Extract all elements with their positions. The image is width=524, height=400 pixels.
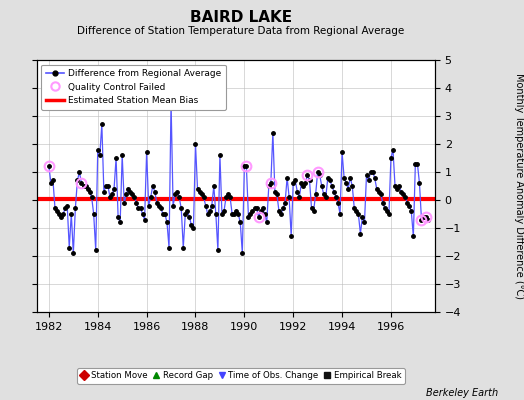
Legend: Station Move, Record Gap, Time of Obs. Change, Empirical Break: Station Move, Record Gap, Time of Obs. C… (77, 368, 405, 384)
Legend: Difference from Regional Average, Quality Control Failed, Estimated Station Mean: Difference from Regional Average, Qualit… (41, 64, 226, 110)
Y-axis label: Monthly Temperature Anomaly Difference (°C): Monthly Temperature Anomaly Difference (… (514, 73, 523, 299)
Text: BAIRD LAKE: BAIRD LAKE (190, 10, 292, 25)
Text: Berkeley Earth: Berkeley Earth (425, 388, 498, 398)
Text: Difference of Station Temperature Data from Regional Average: Difference of Station Temperature Data f… (78, 26, 405, 36)
